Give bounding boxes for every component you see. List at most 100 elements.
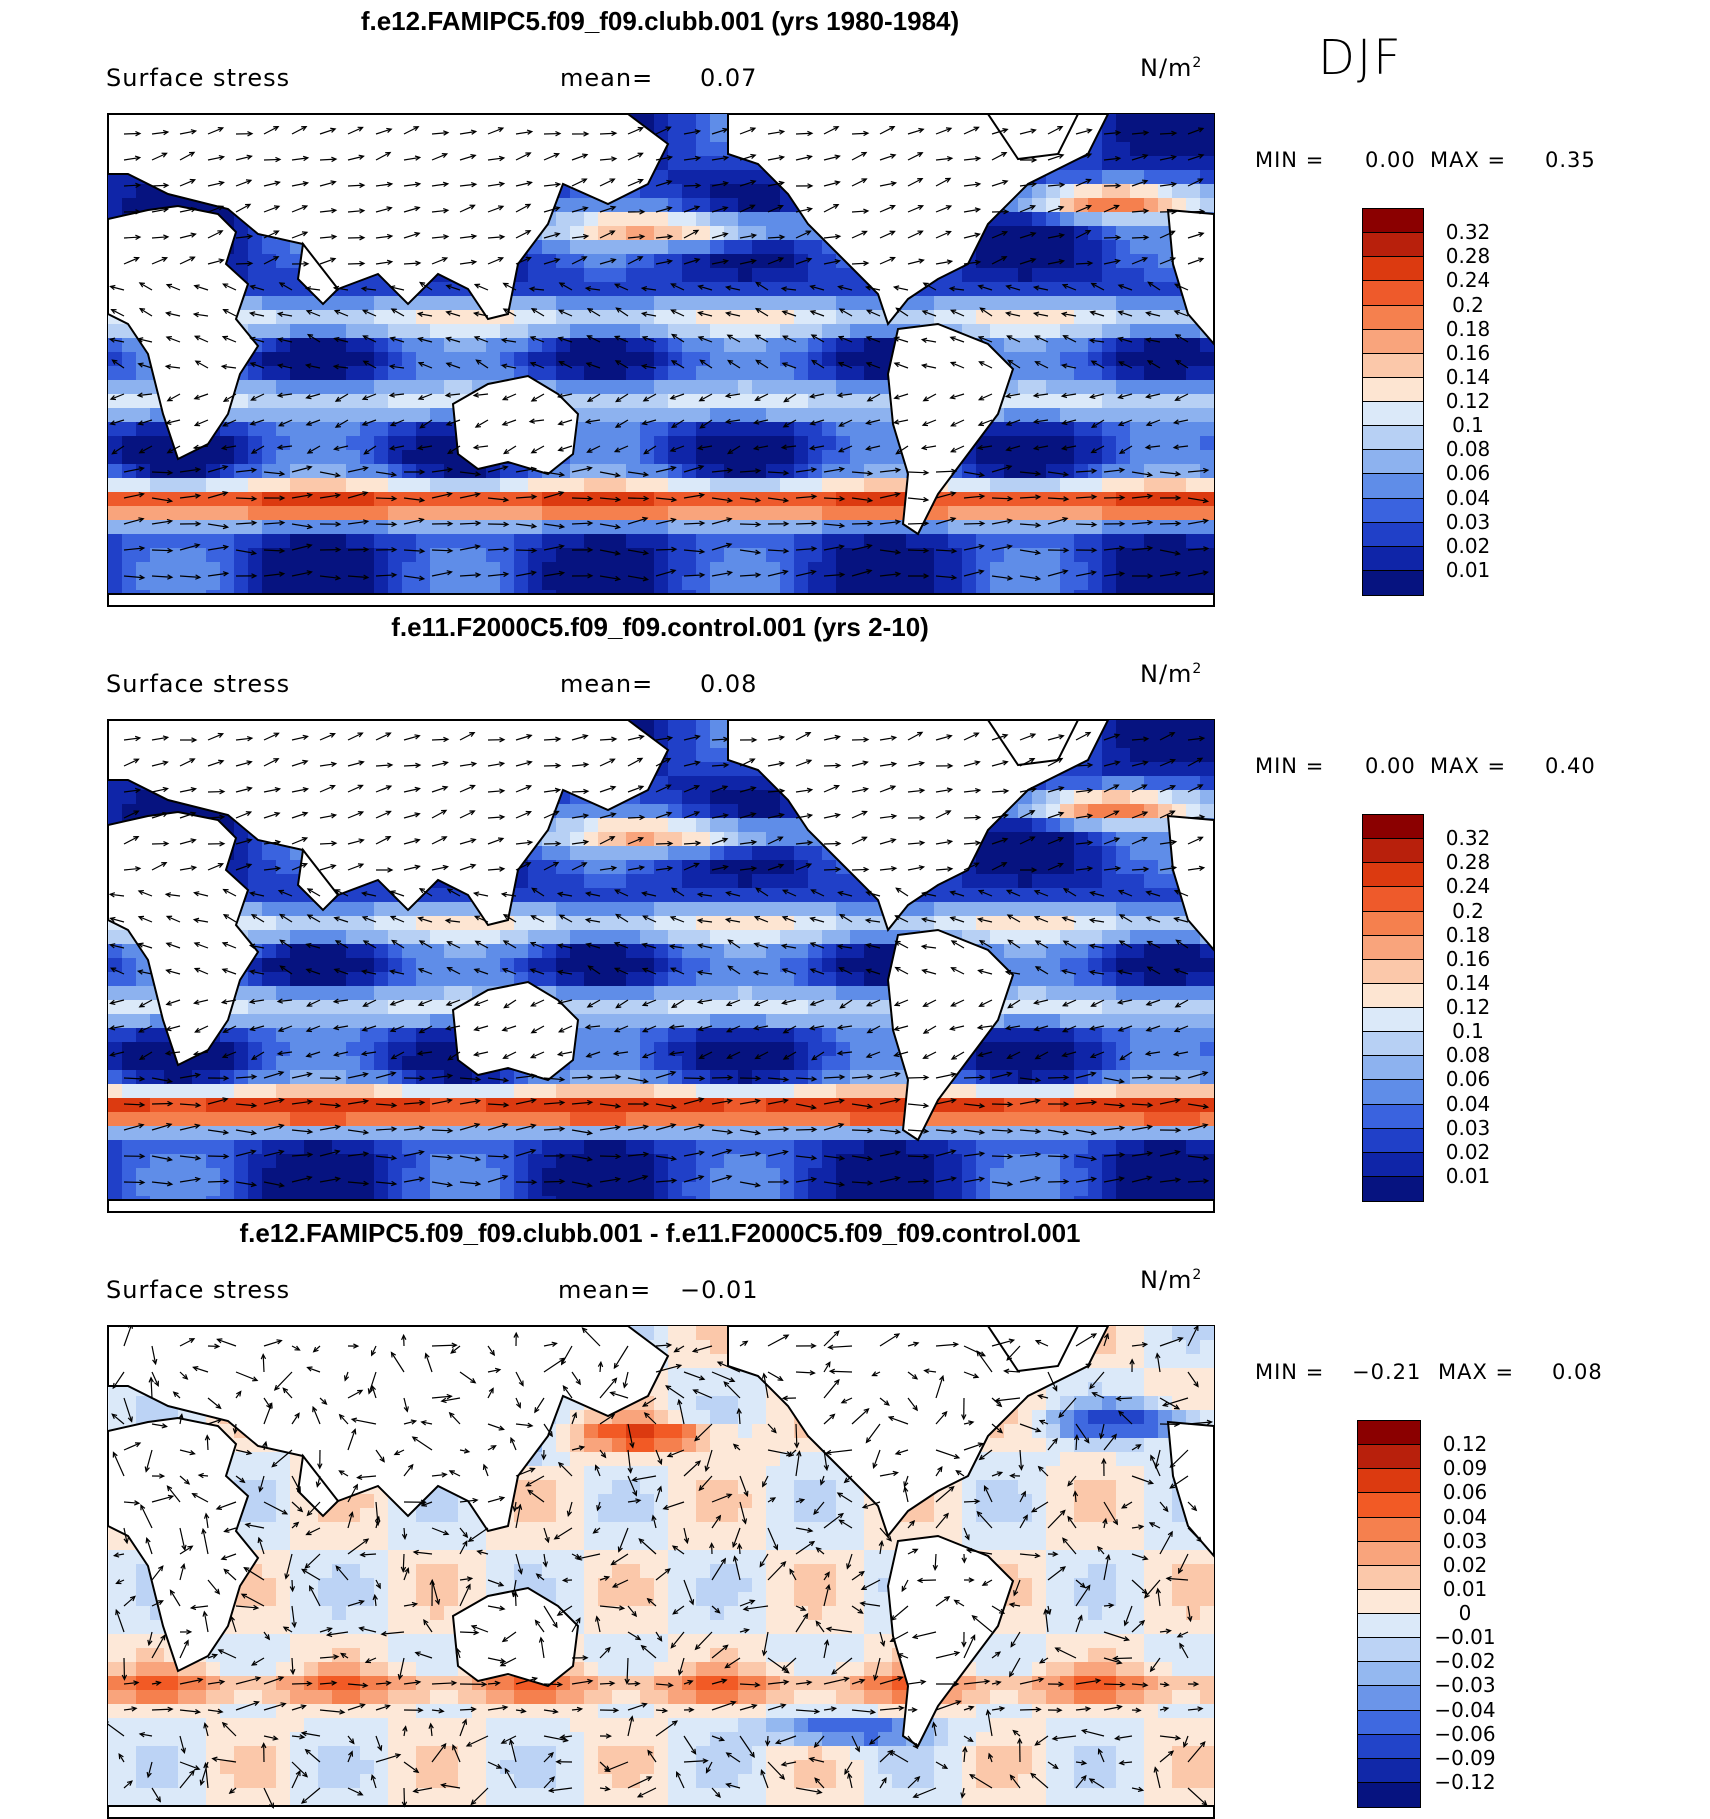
colorbar-cell — [1363, 499, 1423, 523]
panel-3-mean-value: −0.01 — [680, 1276, 759, 1304]
colorbar-tick-label: 0.04 — [1425, 1505, 1505, 1529]
colorbar-tick-label: 0 — [1425, 1601, 1505, 1625]
panel-1-map-svg — [108, 114, 1214, 606]
colorbar-cell — [1363, 1105, 1423, 1129]
colorbar-cell — [1358, 1566, 1420, 1590]
colorbar-tick-label: 0.02 — [1428, 534, 1508, 558]
colorbar-cell — [1358, 1638, 1420, 1662]
panel-1-min-label: MIN = — [1255, 148, 1324, 172]
colorbar-cell — [1358, 1493, 1420, 1517]
colorbar-tick-label: 0.18 — [1428, 923, 1508, 947]
colorbar-tick-label: 0.28 — [1428, 850, 1508, 874]
colorbar-tick-label: 0.2 — [1428, 293, 1508, 317]
colorbar-cell — [1363, 1080, 1423, 1104]
colorbar-tick-label: 0.16 — [1428, 947, 1508, 971]
colorbar-cell — [1363, 402, 1423, 426]
colorbar-tick-label: 0.14 — [1428, 365, 1508, 389]
colorbar-tick-label: 0.24 — [1428, 874, 1508, 898]
colorbar-tick-label: 0.32 — [1428, 826, 1508, 850]
colorbar-tick-label: 0.12 — [1428, 995, 1508, 1019]
colorbar-tick-label: 0.02 — [1425, 1553, 1505, 1577]
colorbar-cell — [1363, 426, 1423, 450]
colorbar-cell — [1363, 547, 1423, 571]
panel-3-min-label: MIN = — [1255, 1360, 1324, 1384]
colorbar-cell — [1363, 1008, 1423, 1032]
colorbar-tick-label: 0.08 — [1428, 1043, 1508, 1067]
colorbar-cell — [1363, 887, 1423, 911]
colorbar-cell — [1358, 1542, 1420, 1566]
panel-2-min-label: MIN = — [1255, 754, 1324, 778]
colorbar-tick-label: −0.06 — [1425, 1722, 1505, 1746]
colorbar-tick-label: −0.03 — [1425, 1673, 1505, 1697]
colorbar-cell — [1363, 450, 1423, 474]
colorbar-tick-label: 0.03 — [1428, 1116, 1508, 1140]
colorbar-cell — [1363, 354, 1423, 378]
colorbar-tick-label: 0.04 — [1428, 486, 1508, 510]
colorbar-cell — [1363, 863, 1423, 887]
panel-1-max-value: 0.35 — [1545, 148, 1596, 172]
panel-1-mean-label: mean= — [560, 64, 653, 92]
colorbar-tick-label: 0.08 — [1428, 437, 1508, 461]
colorbar-tick-label: 0.04 — [1428, 1092, 1508, 1116]
colorbar-tick-label: −0.04 — [1425, 1698, 1505, 1722]
colorbar-tick-label: −0.12 — [1425, 1770, 1505, 1794]
colorbar-tick-label: 0.18 — [1428, 317, 1508, 341]
colorbar-cell — [1358, 1662, 1420, 1686]
colorbar-tick-label: 0.01 — [1428, 558, 1508, 582]
colorbar-cell — [1358, 1518, 1420, 1542]
colorbar-cell — [1363, 960, 1423, 984]
panel-2-min-value: 0.00 — [1365, 754, 1416, 778]
panel-1-max-label: MAX = — [1430, 148, 1506, 172]
colorbar-tick-label: 0.32 — [1428, 220, 1508, 244]
colorbar-cell — [1363, 257, 1423, 281]
panel-3-map — [107, 1325, 1215, 1819]
colorbar-cell — [1363, 233, 1423, 257]
colorbar-tick-label: 0.16 — [1428, 341, 1508, 365]
panel-2-units: N/m2 — [1140, 660, 1202, 688]
colorbar-tick-label: −0.09 — [1425, 1746, 1505, 1770]
panel-1-map — [107, 113, 1215, 607]
colorbar-tick-label: 0.24 — [1428, 268, 1508, 292]
colorbar-cell — [1358, 1590, 1420, 1614]
panel-3-map-svg — [108, 1326, 1214, 1818]
panel-1-mean-value: 0.07 — [700, 64, 757, 92]
panel-3-max-label: MAX = — [1438, 1360, 1514, 1384]
colorbar-cell — [1363, 1056, 1423, 1080]
colorbar-cell — [1363, 378, 1423, 402]
colorbar-cell — [1363, 912, 1423, 936]
colorbar-cell — [1363, 984, 1423, 1008]
panel-3-colorbar — [1357, 1420, 1421, 1808]
season-label: DJF — [1318, 30, 1403, 86]
panel-2-field-label: Surface stress — [106, 670, 290, 698]
panel-1-field-label: Surface stress — [106, 64, 290, 92]
panel-2-mean-value: 0.08 — [700, 670, 757, 698]
colorbar-cell — [1363, 281, 1423, 305]
colorbar-cell — [1363, 523, 1423, 547]
panel-3-min-value: −0.21 — [1352, 1360, 1421, 1384]
colorbar-cell — [1358, 1469, 1420, 1493]
colorbar-tick-label: −0.01 — [1425, 1625, 1505, 1649]
colorbar-cell — [1363, 1177, 1423, 1201]
colorbar-tick-label: 0.28 — [1428, 244, 1508, 268]
panel-2-map — [107, 719, 1215, 1213]
colorbar-cell — [1358, 1445, 1420, 1469]
panel-2-max-value: 0.40 — [1545, 754, 1596, 778]
colorbar-cell — [1363, 936, 1423, 960]
colorbar-tick-label: 0.03 — [1425, 1529, 1505, 1553]
colorbar-tick-label: 0.12 — [1425, 1432, 1505, 1456]
colorbar-cell — [1363, 571, 1423, 595]
colorbar-cell — [1363, 1153, 1423, 1177]
colorbar-cell — [1358, 1783, 1420, 1807]
colorbar-tick-label: 0.06 — [1428, 1067, 1508, 1091]
panel-2-map-svg — [108, 720, 1214, 1212]
panel-1-title: f.e12.FAMIPC5.f09_f09.clubb.001 (yrs 198… — [100, 6, 1220, 37]
colorbar-cell — [1358, 1735, 1420, 1759]
panel-1-min-value: 0.00 — [1365, 148, 1416, 172]
colorbar-tick-label: 0.06 — [1428, 461, 1508, 485]
landmass — [108, 1200, 1214, 1212]
colorbar-tick-label: 0.2 — [1428, 899, 1508, 923]
colorbar-tick-label: 0.01 — [1425, 1577, 1505, 1601]
colorbar-cell — [1358, 1711, 1420, 1735]
colorbar-tick-label: −0.02 — [1425, 1649, 1505, 1673]
panel-3-max-value: 0.08 — [1552, 1360, 1603, 1384]
